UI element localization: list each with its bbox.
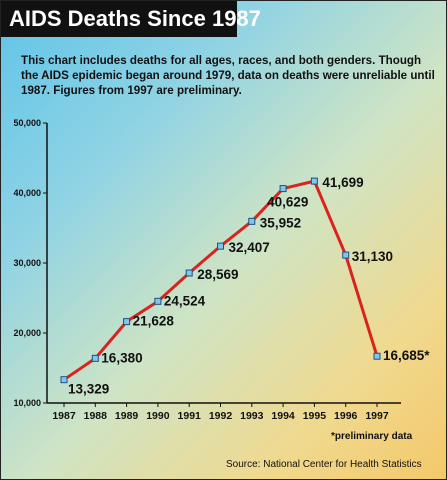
data-label: 13,329 <box>68 382 109 397</box>
y-tick-label: 40,000 <box>13 188 41 198</box>
x-tick-label: 1996 <box>334 410 358 422</box>
data-label: 32,407 <box>229 240 270 255</box>
y-tick-label: 20,000 <box>13 328 41 338</box>
data-label: 16,685* <box>383 348 430 363</box>
data-point-marker <box>60 376 68 384</box>
data-point-marker <box>91 354 99 362</box>
x-tick-label: 1988 <box>84 410 108 422</box>
y-tick-label: 50,000 <box>13 118 41 128</box>
data-label: 28,569 <box>197 267 238 282</box>
x-tick-labels: 1987 1988 1989 1990 1991 1992 1993 1994 1995 1996… <box>52 410 389 422</box>
source-credit: Source: National Center for Health Stati… <box>226 459 422 470</box>
data-label: 41,699 <box>322 175 363 190</box>
x-tick-label: 1997 <box>365 410 389 422</box>
data-point-marker <box>217 242 224 250</box>
data-label: 24,524 <box>164 293 206 308</box>
x-tick-label: 1987 <box>52 410 76 422</box>
data-point-marker <box>342 251 350 259</box>
data-label: 40,629 <box>267 195 308 210</box>
chart-description: This chart includes deaths for all ages,… <box>21 54 435 97</box>
data-point-marker <box>123 318 131 326</box>
data-points <box>60 177 381 384</box>
data-point-marker <box>185 269 193 277</box>
preliminary-footnote: *preliminary data <box>331 431 413 442</box>
x-tick-label: 1993 <box>240 410 264 422</box>
data-point-marker <box>279 185 287 193</box>
x-tick-label: 1990 <box>146 410 170 422</box>
y-tick-labels: 10,000 20,000 30,000 40,000 50,000 <box>13 118 41 408</box>
data-point-marker <box>248 217 256 225</box>
data-label: 35,952 <box>260 215 301 230</box>
data-point-marker <box>310 177 318 185</box>
data-labels: 13,329 16,380 21,628 24,524 28,569 32,407 35,9… <box>68 175 430 397</box>
y-tick-label: 30,000 <box>13 258 41 268</box>
data-label: 16,380 <box>101 350 142 365</box>
x-tick-label: 1992 <box>209 410 233 422</box>
y-tick-label: 10,000 <box>13 398 41 408</box>
chart-title: AIDS Deaths Since 1987 <box>1 1 261 37</box>
data-label: 21,628 <box>133 314 175 329</box>
chart-axes <box>43 122 401 407</box>
x-tick-label: 1994 <box>271 410 295 422</box>
data-point-marker <box>373 352 381 360</box>
x-tick-label: 1995 <box>303 410 327 422</box>
data-point-marker <box>154 297 162 305</box>
x-tick-label: 1991 <box>178 410 202 422</box>
x-tick-label: 1989 <box>115 410 139 422</box>
data-label: 31,130 <box>352 249 393 264</box>
